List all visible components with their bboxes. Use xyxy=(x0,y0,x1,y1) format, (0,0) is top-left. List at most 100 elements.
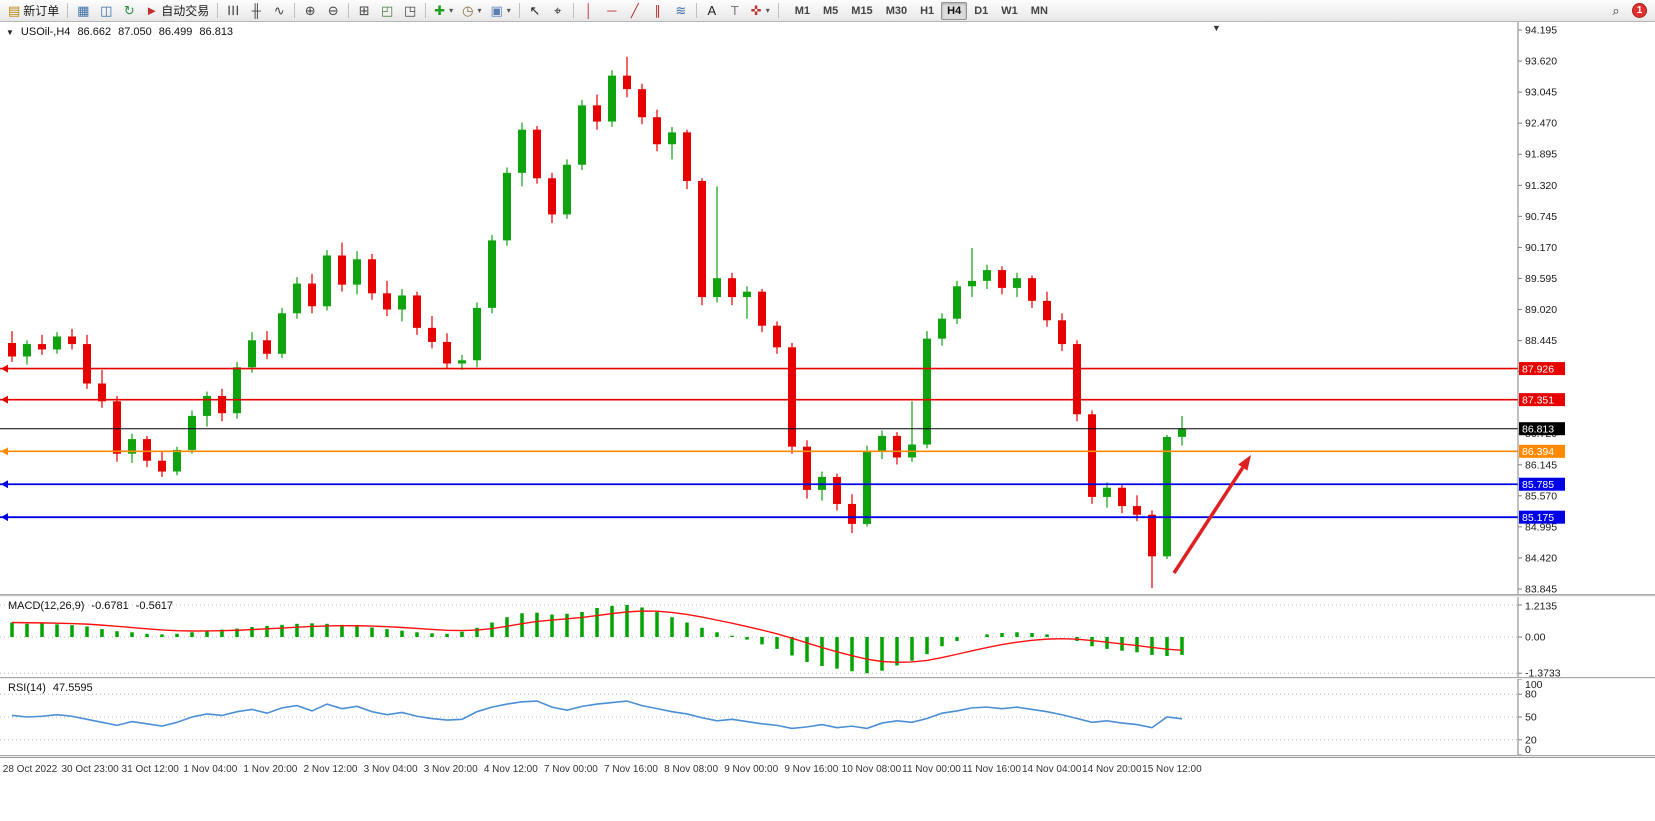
svg-text:84.995: 84.995 xyxy=(1525,521,1557,533)
timeframe-button-d1[interactable]: D1 xyxy=(974,4,989,17)
crosshair-icon: ⌖ xyxy=(554,3,562,18)
dropdown-arrow-icon: ▾ xyxy=(477,6,482,15)
svg-text:89.595: 89.595 xyxy=(1525,273,1557,285)
arrows-button[interactable]: ✜ ▾ xyxy=(747,1,774,21)
time-axis-label: 28 Oct 2022 xyxy=(2,764,58,775)
templates-icon: ▣ xyxy=(490,3,503,18)
svg-text:100: 100 xyxy=(1525,679,1543,691)
timeframe-button-m1[interactable]: M1 xyxy=(794,4,810,17)
autotrading-icon: ► xyxy=(145,3,159,18)
tile-windows-icon: ⊞ xyxy=(358,3,370,18)
cursor-button[interactable]: ↖ xyxy=(524,1,546,21)
templates-button[interactable]: ▣ ▾ xyxy=(486,1,514,21)
navigator-button[interactable]: ↻ xyxy=(118,1,140,21)
timeframe-button-w1[interactable]: W1 xyxy=(1001,4,1018,17)
panel-separator[interactable] xyxy=(0,594,1655,597)
macd-value-main: -0.6781 xyxy=(91,600,129,612)
svg-text:86.813: 86.813 xyxy=(1522,423,1554,435)
price-level-boxes: 87.926 87.351 86.813 86.394 85.785 85.175 xyxy=(1519,362,1565,524)
chart-shift-button[interactable]: ◳ xyxy=(399,1,421,21)
toolbar-separator xyxy=(67,3,69,18)
dropdown-arrow-icon: ▾ xyxy=(449,6,454,15)
price-chart-canvas[interactable]: 94.195 93.620 93.045 92.470 91.895 91.320 90.7… xyxy=(0,22,1655,594)
zoom-out-button[interactable]: ⊖ xyxy=(322,1,344,21)
line-chart-mode-button[interactable]: ∿ xyxy=(268,1,290,21)
text-label-button[interactable]: T xyxy=(724,1,746,21)
chart-shift-marker-icon[interactable]: ▼ xyxy=(1212,23,1221,33)
svg-text:92.470: 92.470 xyxy=(1525,118,1557,130)
fibonacci-button[interactable]: ≋ xyxy=(670,1,692,21)
timeframe-button-h1[interactable]: H1 xyxy=(920,4,935,17)
search-button[interactable]: ⌕ xyxy=(1605,1,1627,21)
bar-chart-mode-button[interactable]: ☰ xyxy=(222,1,244,21)
symbol-title: USOil-,H4 xyxy=(20,26,71,38)
new-order-button[interactable]: ▤ 新订单 xyxy=(4,1,63,21)
time-axis-label: 2 Nov 12:00 xyxy=(303,764,358,775)
symbol-info-bar: ▼ USOil-,H4 86.662 87.050 86.499 86.813 xyxy=(6,26,233,38)
collapse-chart-icon[interactable]: ▼ xyxy=(6,27,14,37)
autotrading-button[interactable]: ► 自动交易 xyxy=(141,1,213,21)
new-chart-button[interactable]: ▦ xyxy=(72,1,94,21)
timeframe-button-h4[interactable]: H4 xyxy=(941,1,968,20)
toolbar-separator xyxy=(425,3,427,18)
vertical-line-button[interactable]: │ xyxy=(578,1,600,21)
toolbar-separator xyxy=(777,3,779,18)
market-watch-button[interactable]: ◫ xyxy=(95,1,117,21)
trendline-button[interactable]: ╱ xyxy=(624,1,646,21)
macd-title: MACD(12,26,9) xyxy=(8,600,85,612)
chart-region: 94.195 93.620 93.045 92.470 91.895 91.320 90.7… xyxy=(0,22,1655,821)
time-axis-label: 11 Nov 00:00 xyxy=(902,764,961,775)
svg-text:86.394: 86.394 xyxy=(1522,446,1554,458)
svg-text:50: 50 xyxy=(1525,712,1537,724)
time-axis-label: 14 Nov 04:00 xyxy=(1021,764,1082,775)
time-axis-label: 7 Nov 16:00 xyxy=(604,764,658,775)
cursor-icon: ↖ xyxy=(529,3,541,18)
time-axis-label: 14 Nov 20:00 xyxy=(1082,764,1142,775)
svg-text:20: 20 xyxy=(1525,734,1537,746)
svg-text:0: 0 xyxy=(1525,744,1531,755)
crosshair-button[interactable]: ⌖ xyxy=(547,1,569,21)
panel-separator[interactable] xyxy=(0,677,1655,679)
autotrading-button-label: 自动交易 xyxy=(161,4,210,18)
timeframe-button-m15[interactable]: M15 xyxy=(851,4,873,17)
candlestick-mode-button[interactable]: ╫ xyxy=(245,1,267,21)
svg-text:86.145: 86.145 xyxy=(1525,459,1557,471)
toolbar-separator xyxy=(294,3,296,18)
time-axis-label: 8 Nov 08:00 xyxy=(664,764,719,775)
timeframes-menu-icon: ◷ xyxy=(462,3,474,18)
svg-text:93.620: 93.620 xyxy=(1525,56,1557,68)
svg-text:91.320: 91.320 xyxy=(1525,180,1557,192)
price-axis: 94.195 93.620 93.045 92.470 91.895 91.320 90.7… xyxy=(1517,22,1557,594)
macd-histogram xyxy=(10,605,1184,674)
timeframe-button-m30[interactable]: M30 xyxy=(885,4,908,17)
notifications-badge[interactable]: 1 xyxy=(1632,3,1647,18)
macd-signal-line xyxy=(11,610,1183,663)
time-axis-label: 3 Nov 04:00 xyxy=(363,764,418,775)
macd-panel-canvas[interactable]: 1.2135 0.00 -1.3733 xyxy=(0,597,1655,677)
macd-info-bar: MACD(12,26,9) -0.6781 -0.5617 xyxy=(8,600,173,612)
timeframe-button-mn[interactable]: MN xyxy=(1030,4,1048,17)
candlestick-mode-icon: ╫ xyxy=(251,3,261,18)
vertical-line-icon: │ xyxy=(584,3,593,18)
time-axis-label: 9 Nov 16:00 xyxy=(784,764,839,775)
zoom-in-button[interactable]: ⊕ xyxy=(299,1,321,21)
rsi-line xyxy=(11,700,1183,730)
market-watch-icon: ◫ xyxy=(100,3,113,18)
trendline-icon: ╱ xyxy=(630,3,639,18)
toolbar-separator xyxy=(217,3,219,18)
tile-windows-button[interactable]: ⊞ xyxy=(353,1,375,21)
channel-button[interactable]: ∥ xyxy=(647,1,669,21)
horizontal-line-button[interactable]: ─ xyxy=(601,1,623,21)
text-button[interactable]: A xyxy=(701,1,723,21)
chart-shift-icon: ◳ xyxy=(404,3,417,18)
time-axis[interactable]: 28 Oct 2022 30 Oct 23:00 31 Oct 12:00 1 Nov… xyxy=(0,757,1655,821)
timeframe-button-m5[interactable]: M5 xyxy=(823,4,839,17)
auto-arrange-button[interactable]: ◰ xyxy=(376,1,398,21)
indicators-button[interactable]: ✚ ▾ xyxy=(430,1,457,21)
panel-separator[interactable] xyxy=(0,755,1655,757)
zoom-out-icon: ⊖ xyxy=(327,3,339,18)
timeframes-menu-button[interactable]: ◷ ▾ xyxy=(458,1,485,21)
zoom-in-icon: ⊕ xyxy=(304,3,316,18)
dropdown-arrow-icon: ▾ xyxy=(506,6,511,15)
